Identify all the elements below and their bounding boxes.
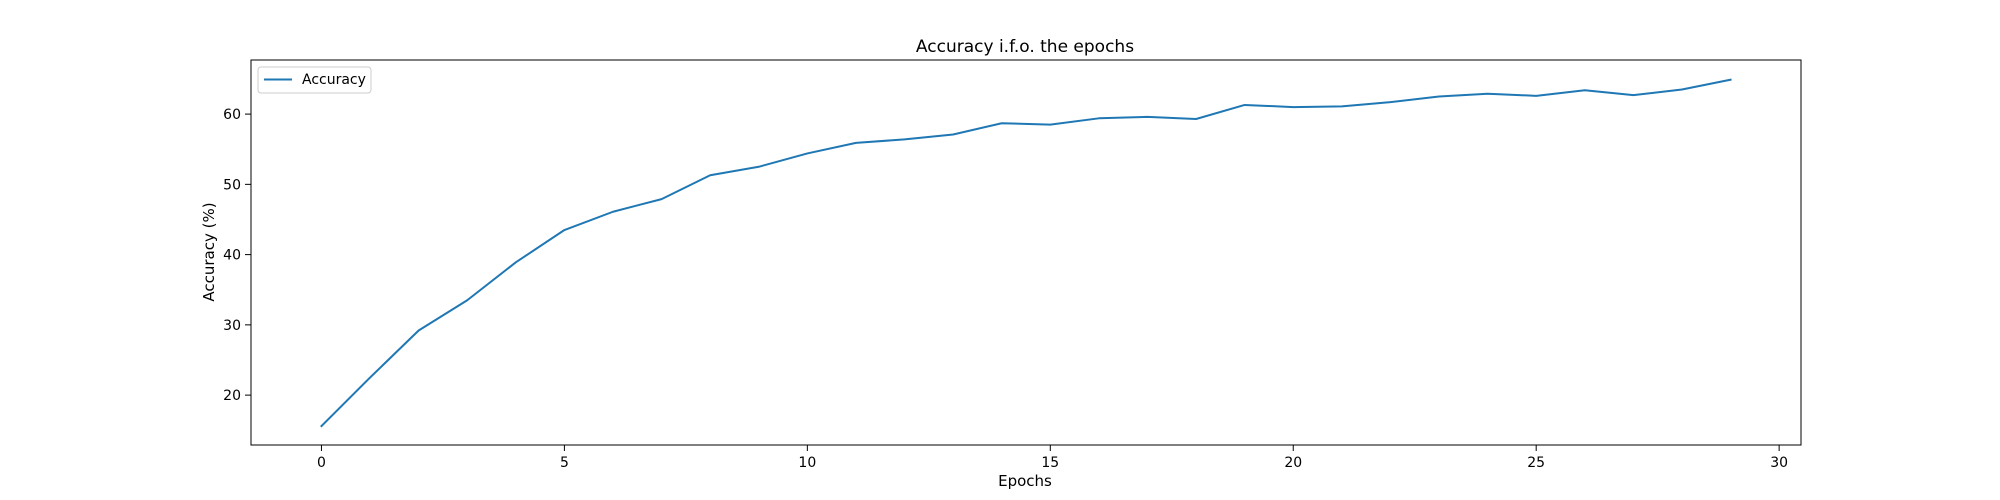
chart-title: Accuracy i.f.o. the epochs xyxy=(916,37,1134,57)
x-tick-label: 5 xyxy=(560,455,569,471)
legend-box xyxy=(257,66,372,94)
series-line-accuracy xyxy=(320,78,1732,428)
axes-frame xyxy=(250,59,1802,446)
x-tick-label: 20 xyxy=(1284,455,1302,471)
x-tick-label: 10 xyxy=(798,455,816,471)
legend: Accuracy xyxy=(257,66,372,94)
y-axis-label: Accuracy (%) xyxy=(200,202,218,301)
y-tick-label: 40 xyxy=(223,248,241,264)
x-tick-label: 25 xyxy=(1527,455,1545,471)
x-axis: 0 5 10 15 20 25 30 xyxy=(317,445,1788,471)
y-tick-label: 60 xyxy=(223,107,241,123)
y-axis: 20 30 40 50 60 xyxy=(223,107,251,404)
y-tick-label: 20 xyxy=(223,388,241,404)
plot-area xyxy=(320,78,1732,428)
x-tick-label: 15 xyxy=(1041,455,1059,471)
y-tick-label: 30 xyxy=(223,318,241,334)
x-axis-label: Epochs xyxy=(998,472,1052,490)
x-tick-label: 0 xyxy=(317,455,326,471)
y-tick-label: 50 xyxy=(223,177,241,193)
legend-label-accuracy: Accuracy xyxy=(302,72,366,88)
x-tick-label: 30 xyxy=(1770,455,1788,471)
